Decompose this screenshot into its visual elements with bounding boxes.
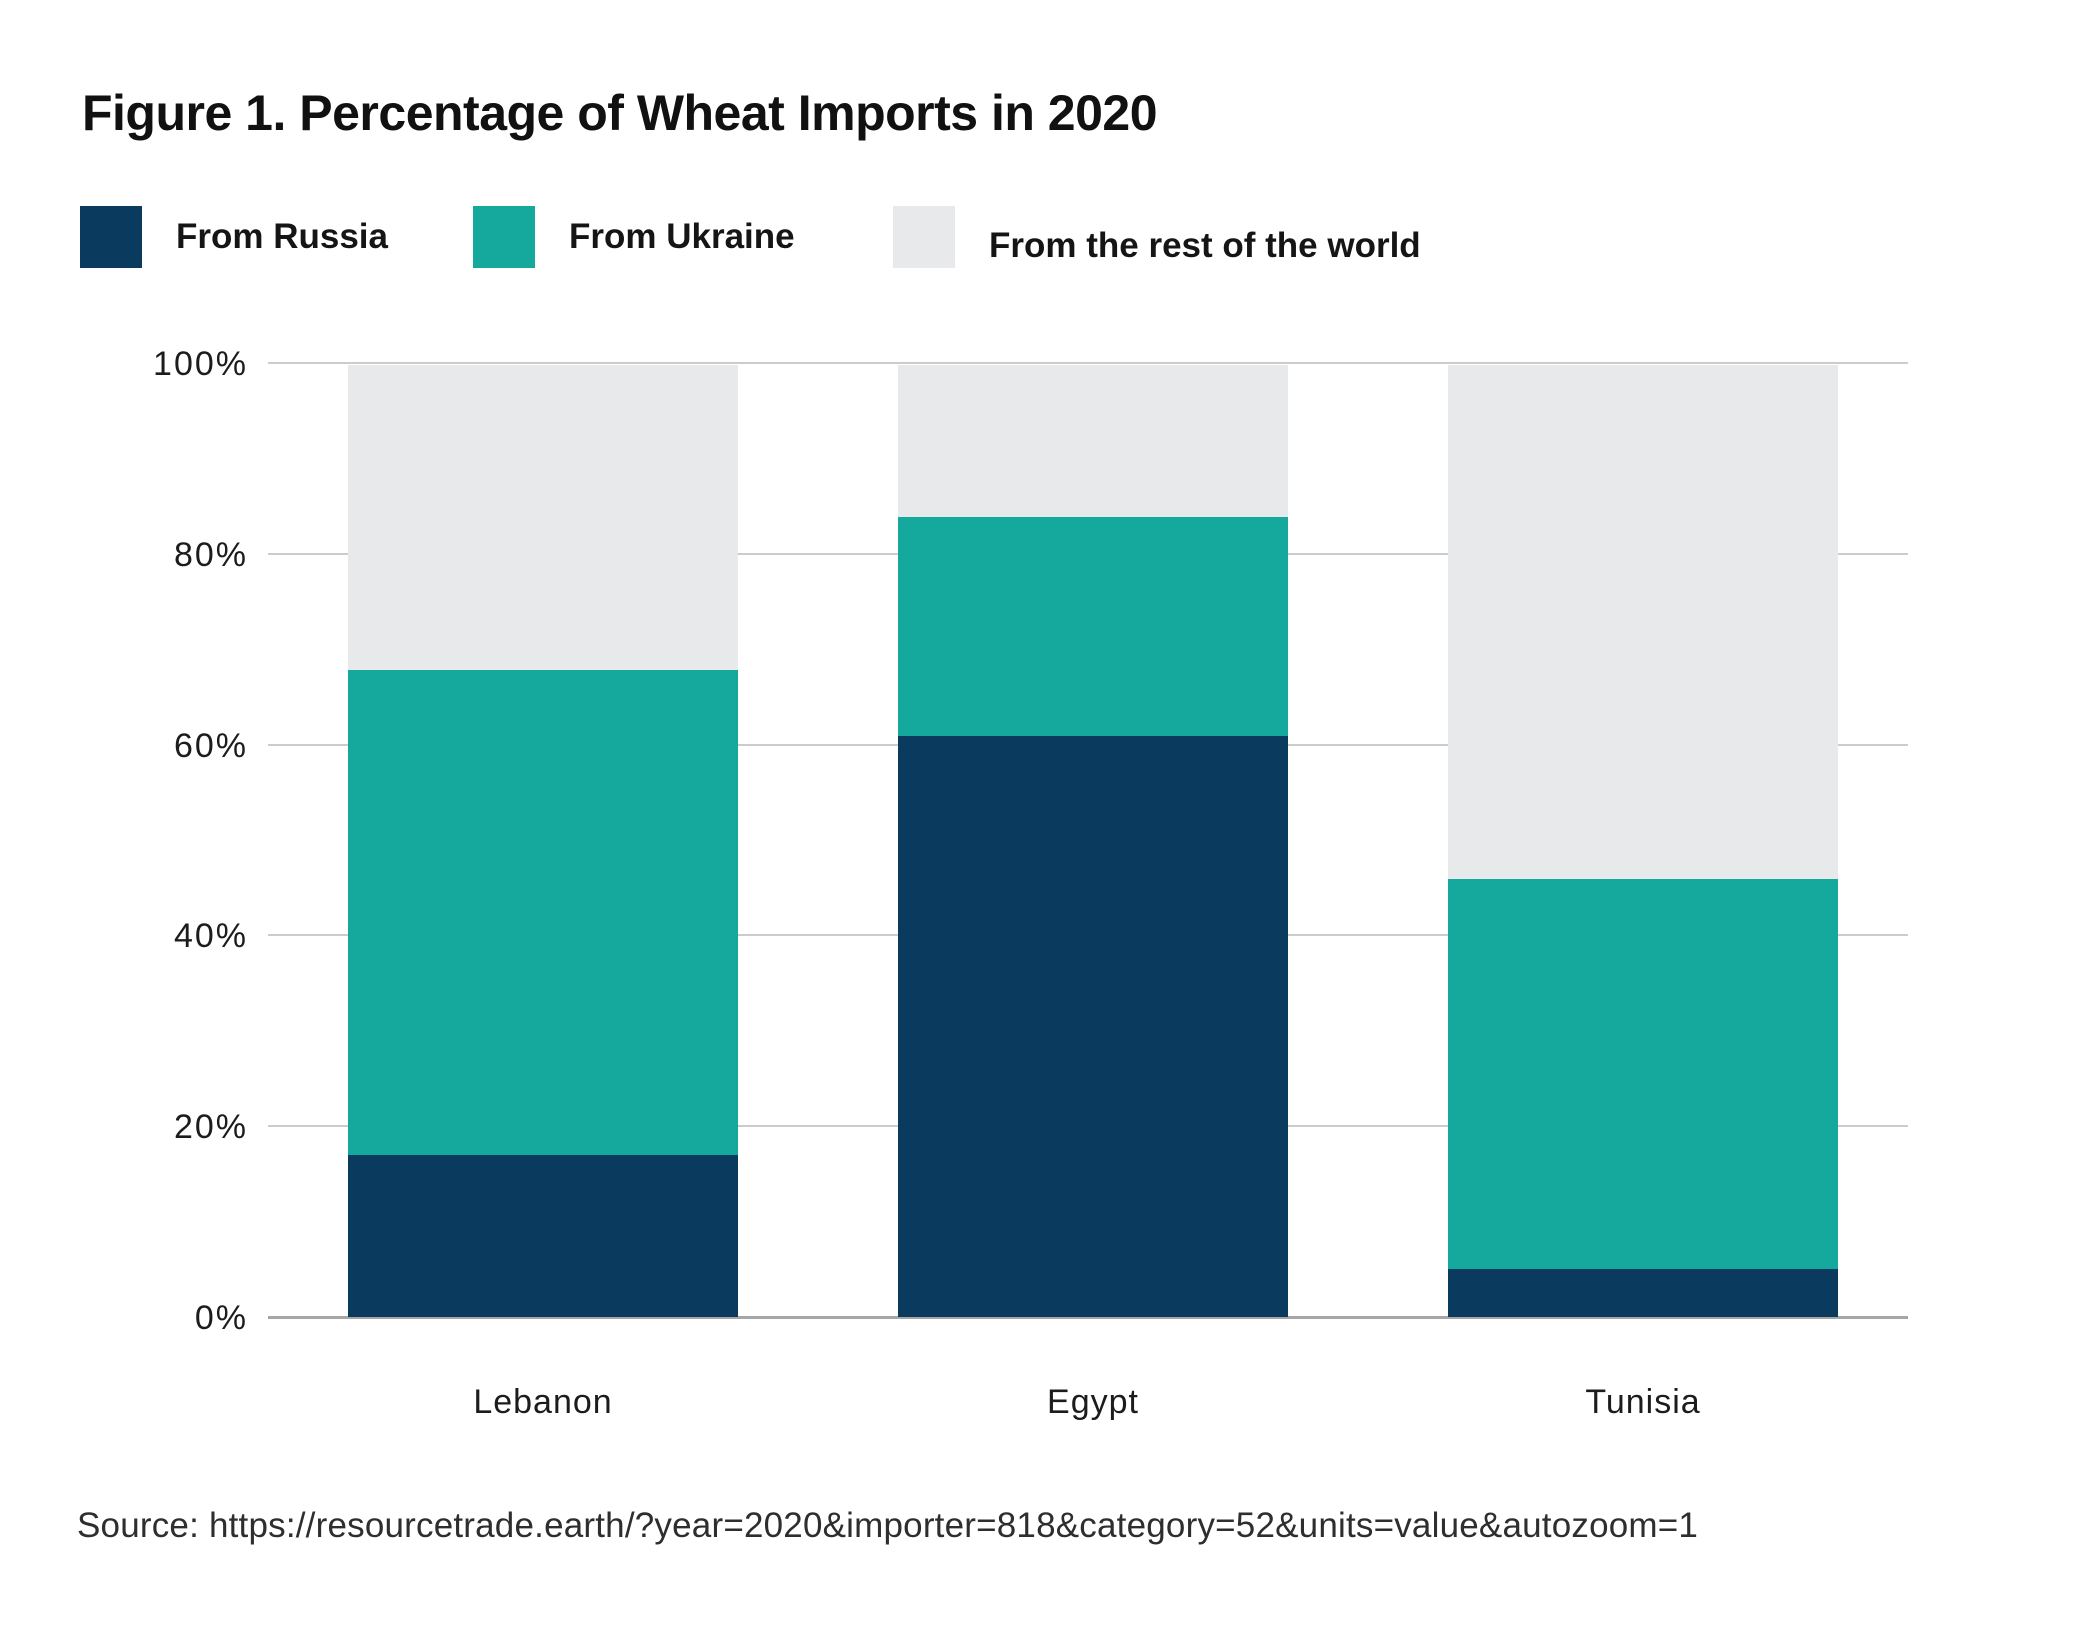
tunisia-from-ukraine-segment: [1448, 879, 1838, 1270]
y-tick-label-60: 60%: [173, 726, 248, 765]
source-note: Source: https://resourcetrade.earth/?yea…: [77, 1506, 1699, 1545]
egypt-from-ukraine-segment: [898, 517, 1288, 737]
lebanon-from-rest-of-world-segment: [348, 365, 738, 670]
egypt-from-russia-segment: [898, 736, 1288, 1317]
legend-item-from-the-rest-of-the-world: From the rest of the world: [893, 206, 1421, 268]
from-the-rest-of-the-world-swatch: [893, 206, 955, 268]
y-tick-label-40: 40%: [173, 917, 248, 956]
y-tick-label-0: 0%: [194, 1299, 248, 1337]
tunisia-from-russia-segment: [1448, 1269, 1838, 1317]
from-ukraine-swatch: [473, 206, 535, 268]
y-tick-label-80: 80%: [173, 535, 248, 574]
x-axis-line: [268, 1316, 1908, 1319]
legend-item-from-ukraine: From Ukraine: [473, 206, 795, 268]
tunisia-from-rest-of-world-segment: [1448, 365, 1838, 880]
x-label-lebanon: Lebanon: [473, 1383, 613, 1421]
legend-item-from-russia: From Russia: [80, 206, 388, 268]
egypt-from-rest-of-world-segment: [898, 365, 1288, 518]
y-tick-label-20: 20%: [173, 1108, 248, 1147]
legend-label: From Ukraine: [569, 217, 795, 256]
from-russia-swatch: [80, 206, 142, 268]
gridline-100: [268, 362, 1908, 364]
figure-title: Figure 1. Percentage of Wheat Imports in…: [82, 85, 1158, 141]
lebanon-from-russia-segment: [348, 1155, 738, 1317]
y-tick-label-100: 100%: [153, 345, 248, 383]
legend-label: From Russia: [176, 217, 388, 256]
legend-label: From the rest of the world: [989, 226, 1421, 265]
lebanon-from-ukraine-segment: [348, 669, 738, 1156]
x-label-egypt: Egypt: [1047, 1383, 1139, 1421]
x-label-tunisia: Tunisia: [1585, 1383, 1701, 1421]
